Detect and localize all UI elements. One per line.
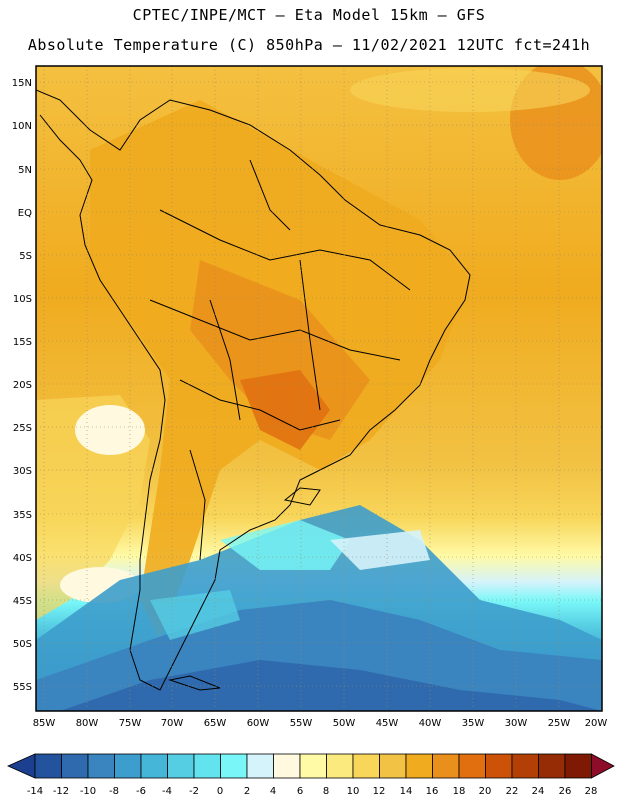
colorbar-segment [273, 753, 301, 779]
colorbar-label: 20 [479, 786, 492, 797]
lat-label: 20S [13, 380, 32, 391]
colorbar-label: 28 [585, 786, 598, 797]
colorbar-label: -8 [109, 786, 119, 797]
lat-label: 10N [12, 121, 32, 132]
colorbar [7, 753, 615, 779]
lat-label: 5N [18, 165, 32, 176]
colorbar-label: -12 [53, 786, 69, 797]
coastline-outline [36, 89, 471, 691]
lon-label: 60W [247, 718, 270, 729]
colorbar-label: 6 [297, 786, 303, 797]
colorbar-segment [485, 753, 513, 779]
colorbar-segment [34, 753, 62, 779]
lat-label: 30S [13, 466, 32, 477]
colorbar-segment [167, 753, 195, 779]
colorbar-segment [246, 753, 274, 779]
colorbar-label: -10 [80, 786, 96, 797]
lon-label: 30W [505, 718, 528, 729]
colorbar-arrow-low [7, 753, 36, 779]
colorbar-segment [326, 753, 354, 779]
colorbar-labels: -14 -12 -10 -8 -6 -4 -2 0 2 4 6 8 10 12 … [27, 786, 598, 797]
lon-label: 25W [548, 718, 571, 729]
colorbar-label: 22 [506, 786, 519, 797]
colorbar-label: 10 [347, 786, 360, 797]
colorbar-label: -14 [27, 786, 43, 797]
colorbar-label: -2 [189, 786, 199, 797]
lat-label: 15S [13, 337, 32, 348]
colorbar-label: 14 [400, 786, 413, 797]
lat-label: 45S [13, 596, 32, 607]
colorbar-arrow-high [591, 753, 615, 779]
lon-label: 20W [585, 718, 608, 729]
colorbar-segment [405, 753, 433, 779]
colorbar-label: 24 [532, 786, 545, 797]
colorbar-segment [220, 753, 248, 779]
colorbar-segment [458, 753, 486, 779]
lon-label: 55W [290, 718, 313, 729]
colorbar-label: 4 [270, 786, 276, 797]
colorbar-segment [432, 753, 460, 779]
colorbar-label: 18 [453, 786, 466, 797]
colorbar-label: 0 [217, 786, 223, 797]
colorbar-segment [61, 753, 89, 779]
lat-label: 5S [19, 251, 32, 262]
map-title-line1: CPTEC/INPE/MCT – Eta Model 15km – GFS [132, 6, 486, 24]
map-frame [35, 65, 603, 712]
colorbar-segment [87, 753, 115, 779]
longitude-axis: 85W 80W 75W 70W 65W 60W 55W 50W 45W 40W … [33, 718, 608, 729]
lon-label: 75W [119, 718, 142, 729]
lon-label: 85W [33, 718, 56, 729]
lon-label: 35W [462, 718, 485, 729]
colorbar-segment [511, 753, 539, 779]
colorbar-label: -6 [136, 786, 146, 797]
map-title-line2: Absolute Temperature (C) 850hPa – 11/02/… [27, 36, 591, 54]
latitude-axis: 15N 10N 5N EQ 5S 10S 15S 20S 25S 30S 35S… [12, 78, 32, 693]
colorbar-segment [140, 753, 168, 779]
colorbar-segment [564, 753, 592, 779]
colorbar-label: 2 [244, 786, 250, 797]
lon-label: 70W [161, 718, 184, 729]
lon-label: 40W [419, 718, 442, 729]
colorbar-segment [114, 753, 142, 779]
lon-label: 65W [204, 718, 227, 729]
lat-label: EQ [18, 208, 32, 219]
temperature-field [36, 66, 602, 711]
lat-label: 50S [13, 639, 32, 650]
colorbar-segment [299, 753, 327, 779]
colorbar-segment [352, 753, 380, 779]
colorbar-segment [379, 753, 407, 779]
lon-label: 45W [376, 718, 399, 729]
colorbar-segment [538, 753, 566, 779]
colorbar-segment [193, 753, 221, 779]
lon-label: 50W [333, 718, 356, 729]
colorbar-label: 8 [323, 786, 329, 797]
colorbar-label: -4 [162, 786, 172, 797]
colorbar-label: 16 [426, 786, 439, 797]
colorbar-label: 26 [559, 786, 572, 797]
lat-label: 35S [13, 510, 32, 521]
lat-label: 10S [13, 294, 32, 305]
lat-label: 15N [12, 78, 32, 89]
lat-label: 55S [13, 682, 32, 693]
lat-label: 25S [13, 423, 32, 434]
colorbar-label: 12 [373, 786, 386, 797]
lon-label: 80W [76, 718, 99, 729]
lat-label: 40S [13, 553, 32, 564]
